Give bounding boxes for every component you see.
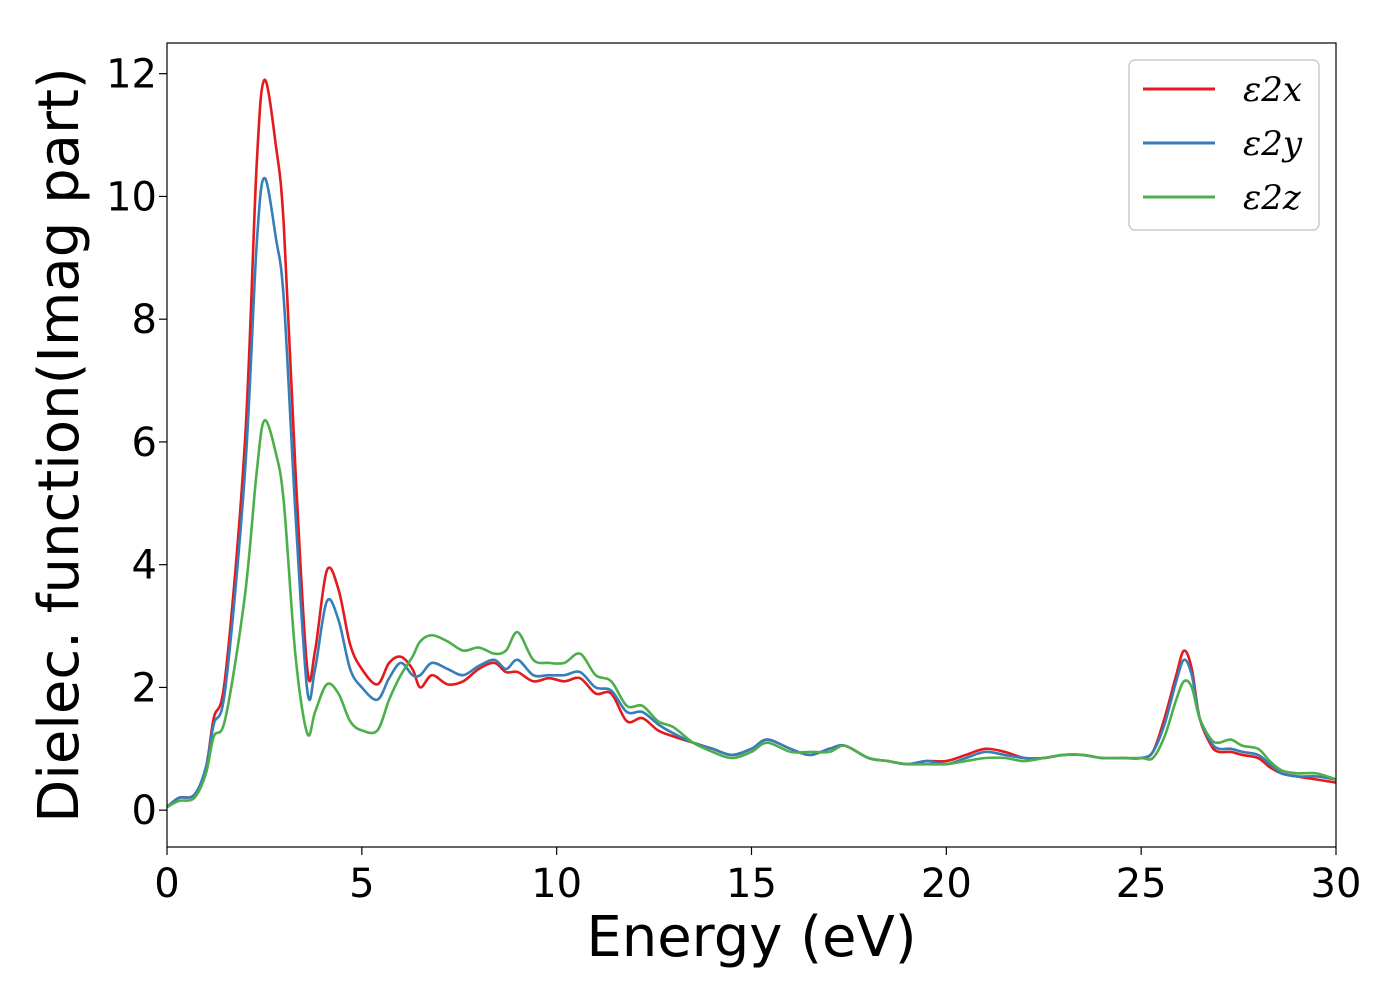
x-tick-label: 30	[1311, 861, 1362, 907]
series-lines	[166, 78, 1337, 809]
x-tick-label: 10	[531, 861, 582, 907]
x-tick-label: 0	[154, 861, 179, 907]
y-tick-label: 12	[106, 52, 157, 98]
legend: ε2x ε2y ε2z	[1128, 59, 1320, 231]
y-tick-label: 8	[132, 297, 157, 343]
series-line-2	[166, 419, 1337, 809]
y-tick-label: 4	[132, 543, 157, 589]
legend-label: ε2y	[1243, 124, 1303, 164]
x-tick-label: 15	[726, 861, 777, 907]
y-tick-label: 0	[132, 788, 157, 834]
series-line-1	[166, 176, 1337, 809]
legend-box	[1128, 59, 1320, 231]
axis-ticks: 0 5 10 15 20 25 30 0 2 4 6 8 10 12	[106, 52, 1361, 907]
x-axis-label: Energy (eV)	[586, 905, 916, 970]
x-tick-label: 20	[921, 861, 972, 907]
legend-label: ε2z	[1243, 178, 1302, 218]
y-axis-label: Dielec. function(Imag part)	[27, 67, 92, 823]
y-tick-label: 10	[106, 174, 157, 220]
series-line-0	[166, 78, 1337, 809]
x-tick-label: 5	[349, 861, 374, 907]
x-tick-label: 25	[1116, 861, 1167, 907]
y-tick-label: 2	[132, 665, 157, 711]
legend-label: ε2x	[1243, 70, 1302, 110]
y-tick-label: 6	[132, 420, 157, 466]
